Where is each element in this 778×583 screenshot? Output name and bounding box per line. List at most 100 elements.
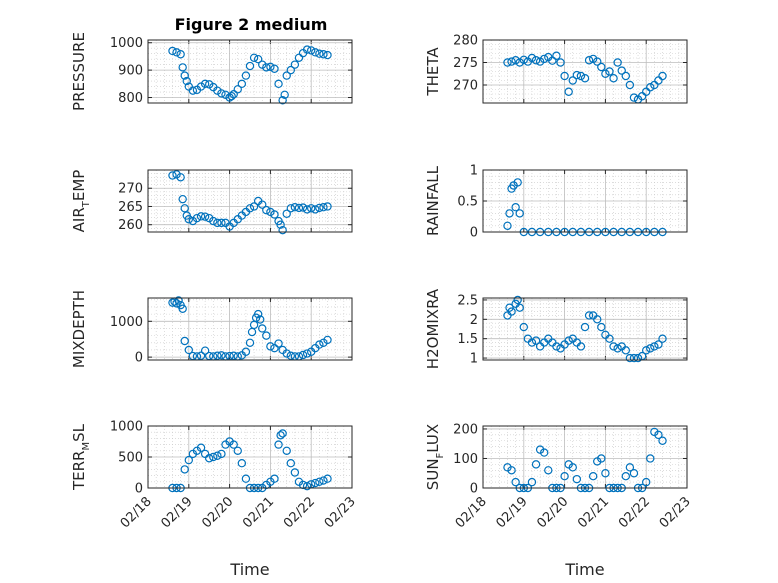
data-point xyxy=(233,446,242,455)
data-point xyxy=(642,346,651,355)
data-point xyxy=(629,93,639,102)
data-point xyxy=(274,79,283,89)
data-point xyxy=(646,83,655,92)
axes-frame xyxy=(482,39,688,104)
data-point xyxy=(625,353,635,363)
data-point xyxy=(204,454,214,463)
data-point xyxy=(527,338,537,347)
data-point xyxy=(625,463,635,472)
data-point xyxy=(568,463,577,472)
data-point xyxy=(178,194,187,204)
x-axis-label: Time xyxy=(564,560,604,579)
data-point xyxy=(319,476,328,485)
data-point xyxy=(237,459,247,468)
data-point xyxy=(315,203,324,213)
data-point xyxy=(229,351,238,360)
x-tick-label: 02/23 xyxy=(657,494,694,531)
y-axis-label: THETA xyxy=(424,47,442,97)
data-point xyxy=(531,336,541,345)
data-point xyxy=(572,474,582,484)
data-point xyxy=(593,315,602,324)
data-point xyxy=(280,90,289,99)
data-point xyxy=(527,53,537,63)
axes-frame xyxy=(147,425,353,489)
data-point xyxy=(613,344,622,353)
data-point xyxy=(286,204,295,213)
data-point xyxy=(323,335,332,345)
data-point xyxy=(245,338,255,347)
y-axis-label: SUNFLUX xyxy=(424,424,446,490)
y-tick-label: 265 xyxy=(118,200,143,215)
data-point xyxy=(270,64,279,73)
data-point xyxy=(658,334,667,343)
data-point xyxy=(178,63,187,72)
data-point xyxy=(180,336,189,346)
data-point xyxy=(276,431,285,440)
data-point xyxy=(511,202,520,212)
x-tick-label: 02/20 xyxy=(534,494,571,531)
data-point xyxy=(282,209,291,218)
data-point xyxy=(580,74,590,83)
data-point xyxy=(196,212,206,221)
data-point xyxy=(294,203,304,213)
data-point xyxy=(266,207,275,217)
data-point xyxy=(580,322,590,332)
data-point xyxy=(515,303,524,312)
data-point xyxy=(274,440,283,449)
data-point xyxy=(621,71,631,81)
data-point xyxy=(609,342,618,351)
data-point xyxy=(588,471,598,481)
data-point xyxy=(633,353,643,363)
y-axis-label: H2OMIXRA xyxy=(424,288,442,369)
y-tick-label: 1 xyxy=(470,352,478,367)
data-point xyxy=(572,70,582,80)
data-point xyxy=(286,351,295,360)
data-point xyxy=(286,459,295,468)
data-point xyxy=(302,481,312,491)
data-point xyxy=(213,218,222,228)
y-tick-label: 0 xyxy=(135,351,143,366)
data-point xyxy=(658,436,667,445)
data-point xyxy=(560,71,569,81)
data-point xyxy=(503,221,512,230)
data-point xyxy=(278,429,287,438)
data-point xyxy=(515,209,524,218)
data-point xyxy=(503,58,512,67)
data-point xyxy=(597,322,606,332)
data-point xyxy=(213,351,222,360)
y-tick-label: 0 xyxy=(470,482,478,497)
data-point xyxy=(605,67,614,76)
y-axis-label: PRESSURE xyxy=(70,32,88,111)
data-point xyxy=(597,62,606,72)
data-point xyxy=(174,296,183,305)
data-point xyxy=(286,65,295,75)
data-point xyxy=(513,295,522,305)
data-point xyxy=(176,173,185,182)
x-tick-label: 02/22 xyxy=(281,494,318,531)
data-point xyxy=(245,204,255,213)
data-point xyxy=(278,225,287,235)
data-point xyxy=(209,216,218,226)
data-point xyxy=(531,460,541,469)
data-point xyxy=(613,58,622,67)
data-point xyxy=(178,304,187,313)
data-point xyxy=(184,345,193,355)
data-point xyxy=(552,51,561,60)
data-point xyxy=(552,342,561,351)
x-tick-label: 02/20 xyxy=(199,494,236,531)
chart-pressure: 800 900 1000 PRESSURE xyxy=(70,32,353,111)
data-point xyxy=(290,202,300,212)
axes-frame xyxy=(482,425,688,489)
data-point xyxy=(274,339,283,348)
data-point xyxy=(217,218,226,228)
data-point xyxy=(540,54,549,64)
y-tick-label: 800 xyxy=(118,91,143,106)
y-tick-label: 500 xyxy=(118,451,143,466)
y-tick-label: 275 xyxy=(453,56,478,71)
data-point xyxy=(298,350,308,360)
data-point xyxy=(282,71,291,80)
data-point xyxy=(319,50,328,59)
data-point xyxy=(531,56,541,65)
data-point xyxy=(519,322,529,332)
